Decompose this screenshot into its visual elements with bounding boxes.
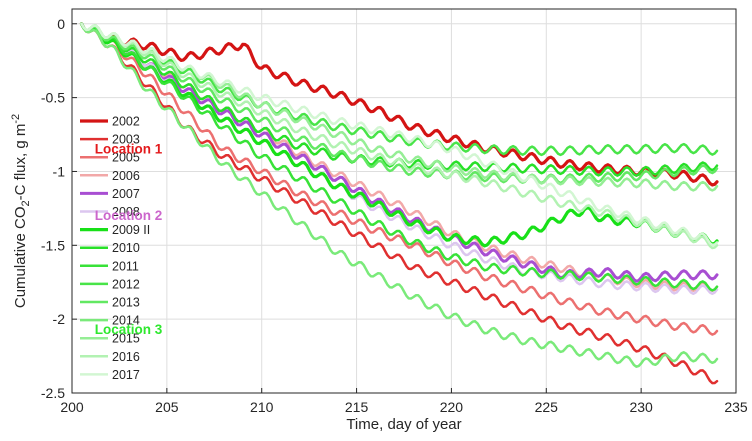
y-tick-label: -2	[53, 311, 66, 327]
legend-label: 2007	[112, 187, 140, 201]
series-line-2016	[80, 22, 719, 250]
y-tick-label: -2.5	[41, 385, 65, 401]
legend-label: 2008	[112, 205, 140, 219]
x-tick-label: 235	[724, 399, 748, 415]
legend-label: 2009 II	[112, 223, 150, 237]
series-line-2013	[80, 22, 719, 185]
legend-label: 2011	[112, 259, 139, 273]
series-line-2014	[80, 22, 719, 368]
legend-label: 2013	[112, 296, 140, 310]
legend-label: 2014	[112, 314, 140, 328]
legend-label: 2002	[112, 115, 140, 129]
legend-label: 2015	[112, 332, 140, 346]
legend: 2002 2003 2005 2006 2007 2008 2009 II 2010 2011 2…	[80, 115, 150, 382]
legend-label: 2003	[112, 133, 140, 147]
y-axis-ticks: 0 -0.5 -1 -1.5 -2 -2.5	[41, 16, 77, 401]
legend-label: 2010	[112, 241, 140, 255]
legend-label: 2006	[112, 169, 140, 183]
x-tick-label: 210	[250, 399, 274, 415]
series-line-2017	[80, 22, 719, 247]
legend-label: 2017	[112, 368, 140, 382]
x-tick-label: 205	[155, 399, 179, 415]
x-tick-label: 200	[60, 399, 84, 415]
legend-label: 2016	[112, 350, 140, 364]
plot-area	[71, 8, 737, 394]
y-tick-label: -1.5	[41, 237, 65, 253]
annotation-label: Location 2	[95, 208, 163, 223]
x-tick-label: 215	[345, 399, 369, 415]
series-line-2011	[80, 22, 719, 292]
y-tick-label: -0.5	[41, 90, 65, 106]
x-axis-label: Time, day of year	[346, 416, 461, 433]
x-axis-ticks: 200 205 210 215 220 225 230 235	[60, 388, 748, 415]
annotation-label: Location 1	[95, 142, 163, 157]
series-lines	[79, 22, 719, 385]
legend-label: 2005	[112, 151, 140, 165]
series-line-2012	[80, 22, 719, 157]
annotations: Location 1 Location 2 Location 3	[95, 142, 163, 337]
x-tick-label: 220	[440, 399, 464, 415]
legend-label: 2012	[112, 277, 140, 291]
y-tick-label: -1	[53, 163, 66, 179]
x-tick-label: 230	[629, 399, 653, 415]
series-line-2005	[80, 22, 719, 336]
annotation-label: Location 3	[95, 322, 163, 337]
x-tick-label: 225	[535, 399, 559, 415]
series-line-2009-II	[79, 22, 719, 248]
y-tick-label: 0	[57, 16, 65, 32]
series-line-2002	[79, 22, 719, 187]
series-line-2003	[80, 22, 719, 385]
series-line-2007	[80, 22, 719, 283]
y-axis-label: Cumulative CO2-C flux, g m-2	[10, 114, 32, 308]
